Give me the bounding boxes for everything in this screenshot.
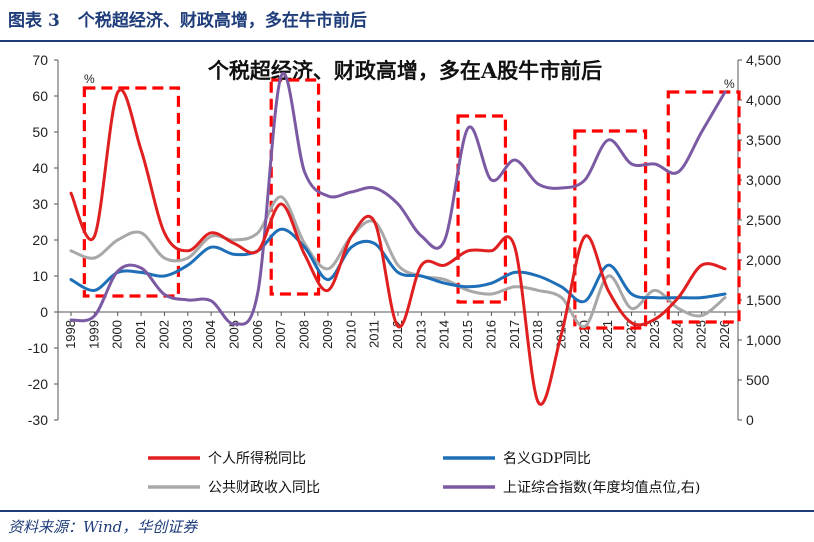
- right-tick-label: 3,500: [746, 132, 781, 148]
- x-tick-label: 2000: [110, 320, 125, 349]
- x-tick-label: 2024: [670, 320, 685, 349]
- source-note: 资料来源：Wind，华创证券: [8, 518, 198, 536]
- x-tick-label: 2016: [483, 320, 498, 349]
- legend-label-3: 上证综合指数(年度均值点位,右): [503, 480, 700, 496]
- series-line-1: [69, 227, 727, 304]
- x-tick-label: 2023: [647, 320, 662, 349]
- x-tick-label: 2009: [320, 320, 335, 349]
- figure-label: 图表: [8, 11, 42, 31]
- x-tick-label: 2011: [367, 320, 382, 348]
- x-tick-label: 2004: [203, 320, 218, 349]
- x-tick-label: 2018: [530, 320, 545, 349]
- x-tick-label: 1998: [63, 320, 78, 349]
- left-tick-label: 40: [32, 160, 48, 176]
- right-tick-label: 500: [746, 372, 770, 388]
- chart-title: 个税超经济、财政高增，多在A股牛市前后: [208, 58, 602, 83]
- x-tick-label: 2008: [297, 320, 312, 349]
- x-tick-label: 2017: [507, 320, 522, 349]
- legend-label-1: 名义GDP同比: [503, 451, 591, 467]
- series-lines: [69, 71, 727, 406]
- x-tick-label: 2002: [156, 320, 171, 349]
- figure-title: 图表 3 个税超经济、财政高增，多在牛市前后: [8, 6, 367, 31]
- x-tick-label: 2005: [227, 320, 242, 349]
- right-tick-label: 3,000: [746, 172, 781, 188]
- highlight-box: [456, 114, 508, 304]
- left-tick-label: 30: [32, 196, 48, 212]
- figure-number: 3: [48, 11, 60, 31]
- left-tick-label: 0: [40, 304, 48, 320]
- x-tick-label: 2021: [600, 320, 615, 349]
- top-rule: [0, 40, 814, 42]
- right-tick-label: 0: [746, 412, 754, 428]
- x-tick-label: 2015: [460, 320, 475, 349]
- left-tick-label: -10: [28, 340, 48, 356]
- series-line-2: [69, 195, 727, 328]
- highlight-box: [269, 78, 321, 296]
- x-tick-label: 2013: [413, 320, 428, 349]
- left-tick-label: 20: [32, 232, 48, 248]
- highlight-box: [82, 86, 181, 298]
- right-tick-label: 2,500: [746, 212, 781, 228]
- right-tick-label: 4,000: [746, 92, 781, 108]
- x-tick-label: 2003: [180, 320, 195, 349]
- x-tick-label: 2026: [717, 320, 732, 349]
- left-tick-label: 10: [32, 268, 48, 284]
- x-tick-label: 2007: [273, 320, 288, 349]
- legend-label-0: 个人所得税同比: [208, 450, 306, 467]
- highlight-boxes: [82, 78, 741, 330]
- x-tick-label: 2025: [694, 320, 709, 349]
- bottom-rule: [0, 510, 814, 512]
- left-axis-unit: %: [84, 72, 95, 86]
- x-tick-label: 2001: [133, 320, 148, 349]
- x-tick-label: 2010: [343, 320, 358, 349]
- series-line-0: [69, 88, 727, 406]
- x-tick-label: 2006: [250, 320, 265, 349]
- left-tick-label: 60: [32, 88, 48, 104]
- left-tick-label: 50: [32, 124, 48, 140]
- right-tick-label: 4,500: [746, 52, 781, 68]
- highlight-box: [573, 129, 648, 330]
- left-tick-label: 70: [32, 52, 48, 68]
- highlight-box: [666, 90, 741, 324]
- x-tick-label: 2014: [437, 320, 452, 349]
- left-tick-label: -20: [28, 376, 48, 392]
- right-tick-label: 1,000: [746, 332, 781, 348]
- x-tick-label: 1999: [86, 320, 101, 349]
- right-tick-label: 1,500: [746, 292, 781, 308]
- series-line-3: [69, 71, 727, 326]
- right-tick-label: 2,000: [746, 252, 781, 268]
- figure-title-text: 个税超经济、财政高增，多在牛市前后: [77, 11, 367, 31]
- legend-label-2: 公共财政收入同比: [208, 480, 320, 496]
- left-tick-label: -30: [28, 412, 48, 428]
- right-axis-unit: %: [724, 77, 735, 91]
